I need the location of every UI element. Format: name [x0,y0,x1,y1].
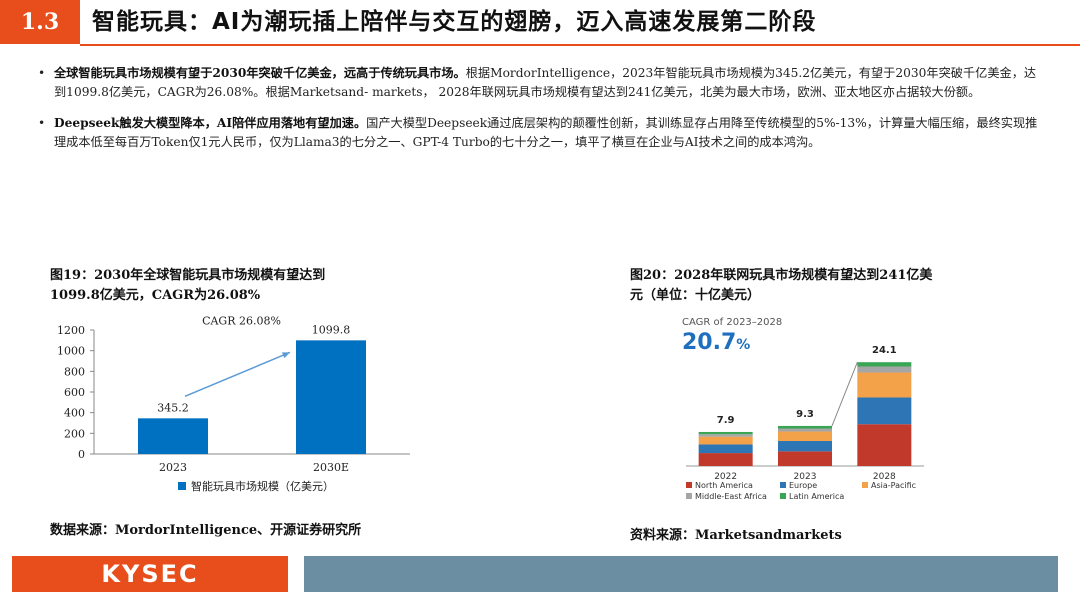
chart1-legend: 智能玩具市场规模（亿美元） [178,479,334,493]
figure19-title-line1: 图19：2030年全球智能玩具市场规模有望达到 [50,268,326,283]
legend-swatch [686,482,692,488]
figure19-source: 数据来源：MordorIntelligence、开源证券研究所 [50,523,362,538]
cagr-caption: CAGR of 2023–2028 [682,317,782,328]
chart1-annotation: CAGR 26.08% [184,314,291,398]
footer-bar [304,556,1058,592]
bar-value-label: 345.2 [157,401,189,414]
y-tick-label: 400 [64,407,85,420]
stack-segment [778,451,832,466]
cagr-arrow-line [184,351,291,398]
section-number: 1.3 [0,0,80,44]
stack-segment [857,397,912,425]
stack-segment [778,431,832,442]
cagr-number: 20.7 [682,330,736,355]
legend-swatch [862,482,868,488]
x-tick-label: 2023 [159,461,187,474]
legend-swatch [780,482,786,488]
bar [296,340,366,454]
slide-header: 1.3 智能玩具：AI为潮玩插上陪伴与交互的翅膀，迈入高速发展第二阶段 [0,0,1080,44]
figure19-title: 图19：2030年全球智能玩具市场规模有望达到 1099.8亿美元，CAGR为2… [50,266,410,306]
legend-swatch [686,493,692,499]
footer-logo-bar: KYSEC [12,556,288,592]
stack-segment [857,366,912,373]
legend-label: Asia-Pacific [871,481,916,490]
bullet-heading: Deepseek触发大模型降本，AI陪伴应用落地有望加速。 [54,116,367,130]
figure20-stacked-bar-chart: CAGR of 2023–2028 20.7% 7.9 2022 9.3 2023 24… [682,317,924,501]
figure19-title-line2: 1099.8亿美元，CAGR为26.08% [50,288,261,303]
legend-swatch [178,482,186,490]
slide-title: 智能玩具：AI为潮玩插上陪伴与交互的翅膀，迈入高速发展第二阶段 [92,9,817,35]
bullet-dot-icon: • [38,116,46,130]
cagr-value: 20.7% [682,330,750,355]
stack-segment [698,453,753,466]
stack-segment [698,444,753,454]
x-tick-label: 2030E [313,461,349,474]
y-tick-label: 1200 [57,324,85,337]
chart2-bars: 7.9 2022 9.3 2023 24.1 2028 [686,345,924,482]
stack-segment [698,431,753,435]
stack-segment [778,441,832,452]
figure20-title-line1: 图20：2028年联网玩具市场规模有望达到241亿美 [630,268,933,283]
y-tick-label: 1000 [57,345,85,358]
y-tick-label: 800 [64,365,85,378]
x-tick-label: 2023 [794,472,817,482]
figure20-source: 资料来源：Marketsandmarkets [630,528,842,543]
bullet-item: • 全球智能玩具市场规模有望于2030年突破千亿美金，远高于传统玩具市场。根据M… [32,64,1042,102]
bullet-list: • 全球智能玩具市场规模有望于2030年突破千亿美金，远高于传统玩具市场。根据M… [32,64,1042,164]
stack-segment [698,434,753,437]
figure20-title: 图20：2028年联网玩具市场规模有望达到241亿美 元（单位：十亿美元） [630,266,990,306]
bar-total-label: 9.3 [796,409,814,420]
y-tick-label: 200 [64,427,85,440]
chart2-legend: North America Europe Asia-Pacific Middle-Ea… [686,481,916,501]
cagr-unit: % [736,337,750,353]
x-tick-label: 2022 [714,472,737,482]
bullet-text: 根据MordorIntelligence，2023年智能玩具市场规模为345.2… [54,66,1037,99]
header-divider [80,44,1080,46]
bullet-heading: 全球智能玩具市场规模有望于2030年突破千亿美金，远高于传统玩具市场。 [54,66,466,80]
stack-segment [698,436,753,445]
growth-connector-line [831,361,858,427]
legend-label: North America [695,481,753,490]
legend-swatch [780,493,786,499]
stack-segment [857,424,912,466]
bullet-item: • Deepseek触发大模型降本，AI陪伴应用落地有望加速。国产大模型Deep… [32,114,1042,152]
legend-label: Latin America [789,492,844,501]
chart1-axes: 0 200 400 600 800 1000 1200 [57,324,410,461]
legend-label: Europe [789,481,817,490]
stack-segment [778,425,832,429]
legend-label: 智能玩具市场规模（亿美元） [191,479,334,493]
figure20-title-line2: 元（单位：十亿美元） [630,288,761,303]
chart1-bars: 345.2 2023 1099.8 2030E [138,323,366,474]
y-tick-label: 600 [64,386,85,399]
bullet-dot-icon: • [38,66,46,80]
stack-segment [857,362,912,367]
figure19-bar-chart: 0 200 400 600 800 1000 1200 345.2 2023 1099.8 203… [57,314,410,493]
stack-segment [857,372,912,398]
x-tick-label: 2028 [873,472,896,482]
cagr-arrow-head-icon [282,352,290,359]
bar-total-label: 24.1 [872,345,897,356]
kysec-logo: KYSEC [101,560,199,588]
bar-value-label: 1099.8 [312,323,351,336]
legend-label: Middle-East Africa [695,492,767,501]
stack-segment [778,428,832,432]
bar-total-label: 7.9 [717,415,735,426]
bullet-text: 国产大模型Deepseek通过底层架构的颠覆性创新，其训练显存占用降至传统模型的… [54,116,1038,149]
bar [138,418,208,454]
y-tick-label: 0 [78,448,85,461]
cagr-annotation-label: CAGR 26.08% [202,314,281,327]
